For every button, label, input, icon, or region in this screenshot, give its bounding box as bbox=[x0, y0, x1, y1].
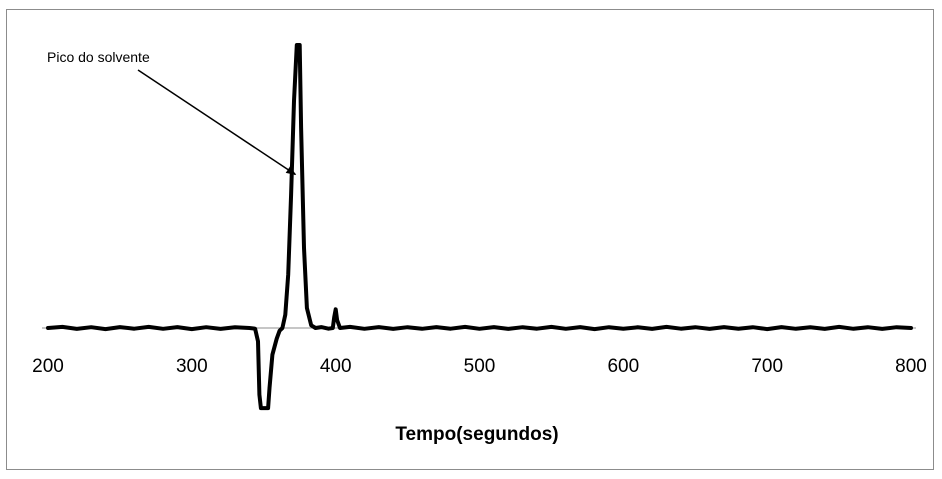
annotation-arrow bbox=[137, 69, 297, 176]
x-tick-label: 500 bbox=[464, 356, 496, 377]
series-line bbox=[46, 43, 913, 411]
x-tick-label: 600 bbox=[607, 356, 639, 377]
x-tick-label: 800 bbox=[895, 356, 927, 377]
x-tick-label: 200 bbox=[32, 356, 64, 377]
x-axis-title: Tempo(segundos) bbox=[395, 424, 558, 445]
x-tick-label: 400 bbox=[320, 356, 352, 377]
annotation-label: Pico do solvente bbox=[47, 49, 150, 65]
x-tick-label: 300 bbox=[176, 356, 208, 377]
x-tick-label: 700 bbox=[751, 356, 783, 377]
